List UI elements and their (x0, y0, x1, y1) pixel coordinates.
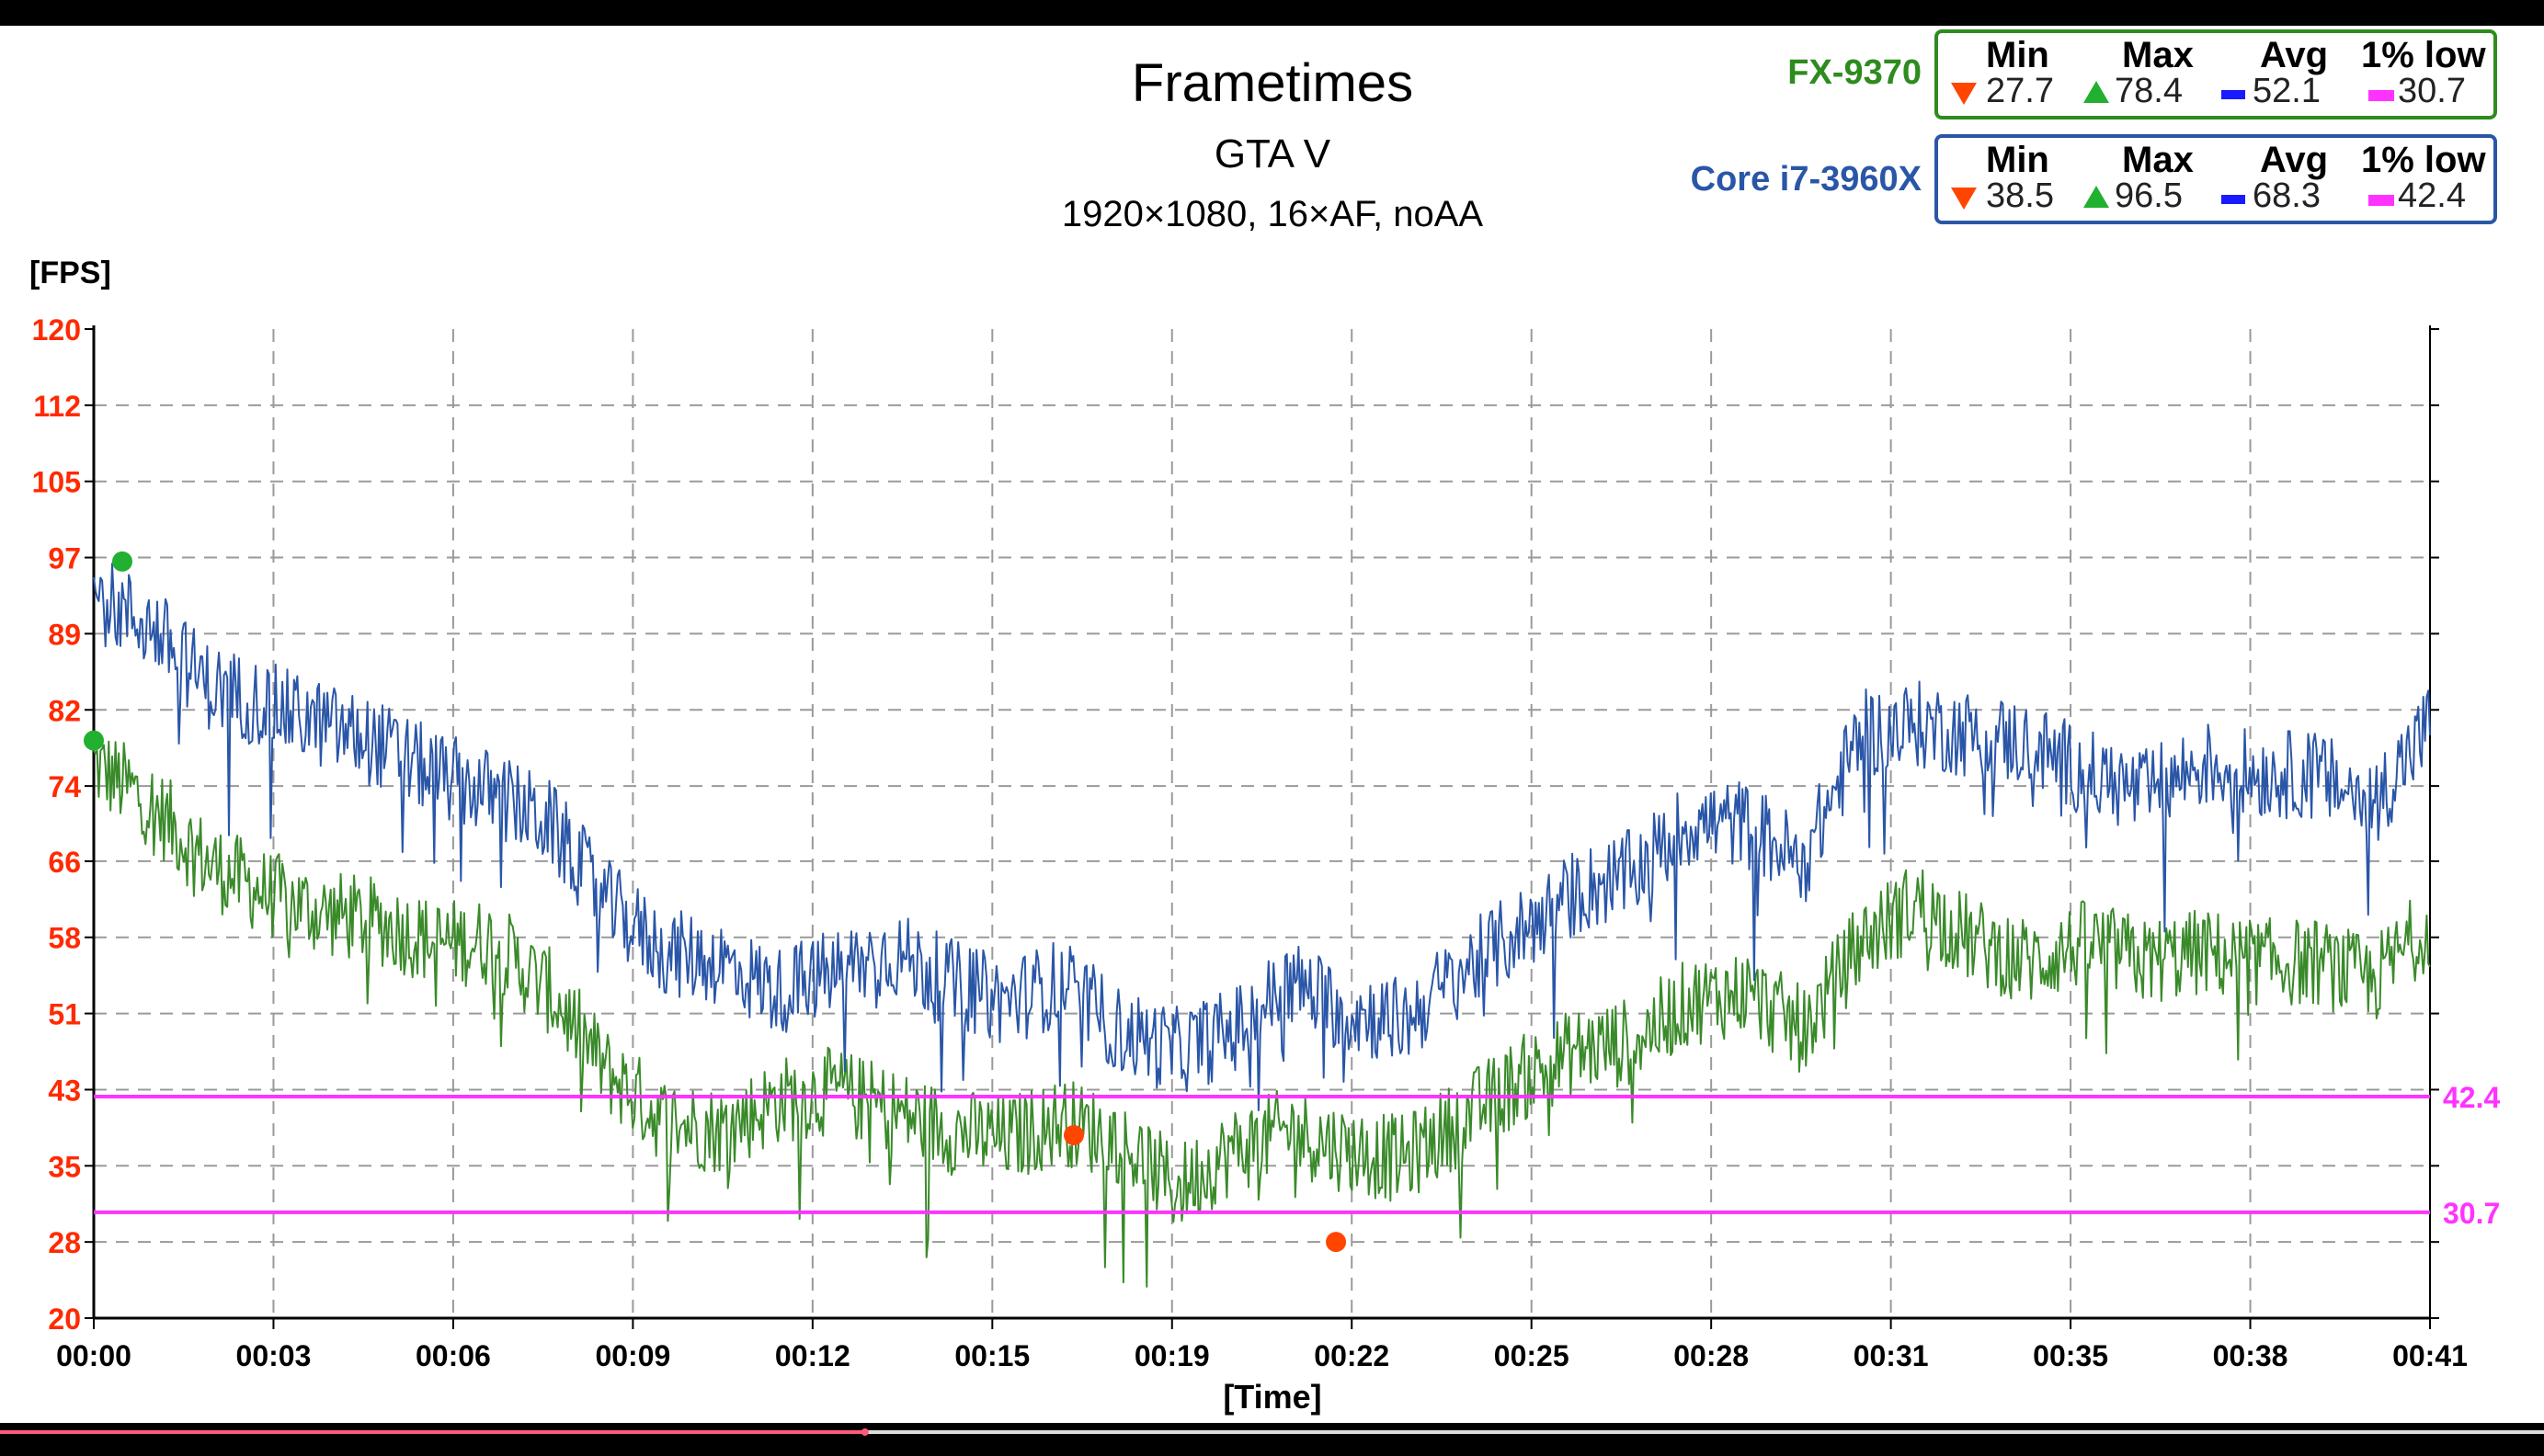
one-percent-low-label: 30.7 (2443, 1197, 2500, 1230)
low-value: 42.4 (2398, 176, 2466, 215)
y-tick-label: 105 (32, 466, 81, 499)
x-tick-label: 00:03 (236, 1339, 312, 1372)
legend-name-fx9370: FX-9370 (1787, 53, 1922, 92)
x-tick-label: 00:31 (1854, 1339, 1929, 1372)
avg-header: Avg (2260, 140, 2329, 180)
min-down-icon (1951, 188, 1977, 210)
min-down-icon (1951, 83, 1977, 105)
min-value: 38.5 (1986, 176, 2054, 215)
legend-name-corei7: Core i7-3960X (1690, 160, 1922, 199)
y-tick-label: 58 (48, 922, 81, 955)
frametimes-chart: Frametimes GTA V 1920×1080, 16×AF, noAA [FP… (29, 53, 2500, 1416)
y-tick-label: 74 (48, 770, 81, 803)
max-up-icon (2083, 186, 2109, 208)
one-percent-low-label: 42.4 (2443, 1081, 2500, 1114)
x-tick-label: 00:28 (1673, 1339, 1749, 1372)
y-axis-label: [FPS] (29, 256, 111, 290)
x-tick-label: 00:38 (2213, 1339, 2288, 1372)
chart-title: Frametimes (1132, 53, 1413, 113)
x-tick-label: 00:35 (2033, 1339, 2108, 1372)
y-tick-label: 82 (48, 694, 81, 727)
low-value: 30.7 (2398, 72, 2466, 110)
x-tick-label: 00:09 (595, 1339, 670, 1372)
y-tick-label: 97 (48, 542, 81, 575)
legend-box-fx9370: Min Max Avg 1% low 27.7 78.4 52.1 30.7 (1934, 29, 2497, 119)
legend-box-corei7: Min Max Avg 1% low 38.5 96.5 68.3 42.4 (1934, 134, 2497, 224)
low-bar-icon (2368, 90, 2394, 101)
x-tick-label: 00:06 (416, 1339, 491, 1372)
max-up-icon (2083, 81, 2109, 103)
min-header: Min (1986, 140, 2049, 180)
y-tick-label: 28 (48, 1226, 81, 1259)
y-tick-label: 20 (48, 1302, 81, 1336)
x-tick-label: 00:41 (2392, 1339, 2468, 1372)
max-header: Max (2122, 35, 2194, 75)
y-tick-label: 120 (32, 313, 81, 347)
avg-value: 52.1 (2253, 72, 2321, 110)
x-axis-label: [Time] (1223, 1378, 1321, 1416)
series-line-fx9370 (93, 740, 2431, 1288)
max-value: 78.4 (2115, 72, 2183, 110)
x-tick-label: 00:22 (1314, 1339, 1389, 1372)
low-header: 1% low (2361, 35, 2486, 75)
low-header: 1% low (2361, 140, 2486, 180)
y-tick-label: 51 (48, 998, 81, 1031)
y-tick-label: 66 (48, 846, 81, 879)
series-line-corei7 (93, 563, 2431, 1111)
min-value: 27.7 (1986, 72, 2054, 110)
progress-handle[interactable] (861, 1428, 869, 1436)
x-tick-label: 00:25 (1494, 1339, 1569, 1372)
x-tick-label: 00:00 (56, 1339, 131, 1372)
chart-settings-subtitle: 1920×1080, 16×AF, noAA (1062, 194, 1483, 234)
max-header: Max (2122, 140, 2194, 180)
progress-played (0, 1430, 865, 1434)
max-marker (111, 551, 132, 572)
avg-bar-icon (2221, 90, 2245, 99)
max-value: 96.5 (2115, 176, 2183, 215)
avg-bar-icon (2221, 195, 2245, 204)
grid-group (85, 328, 2439, 1329)
x-tick-label: 00:15 (954, 1339, 1030, 1372)
min-marker (1326, 1232, 1347, 1253)
x-tick-label: 00:19 (1135, 1339, 1210, 1372)
x-tick-label: 00:12 (775, 1339, 850, 1372)
low-bar-icon (2368, 195, 2394, 206)
max-marker (84, 730, 104, 751)
avg-header: Avg (2260, 35, 2329, 75)
chart-panel: Frametimes GTA V 1920×1080, 16×AF, noAA [FP… (0, 26, 2544, 1423)
video-progress-bar[interactable] (0, 1428, 2544, 1436)
min-header: Min (1986, 35, 2049, 75)
min-marker (1063, 1124, 1084, 1145)
y-tick-label: 43 (48, 1074, 81, 1107)
avg-value: 68.3 (2253, 176, 2321, 215)
progress-track[interactable] (0, 1430, 2544, 1434)
chart-subtitle: GTA V (1215, 131, 1331, 176)
y-tick-label: 112 (33, 390, 81, 423)
y-tick-label: 35 (48, 1150, 81, 1183)
y-tick-label: 89 (48, 618, 81, 651)
